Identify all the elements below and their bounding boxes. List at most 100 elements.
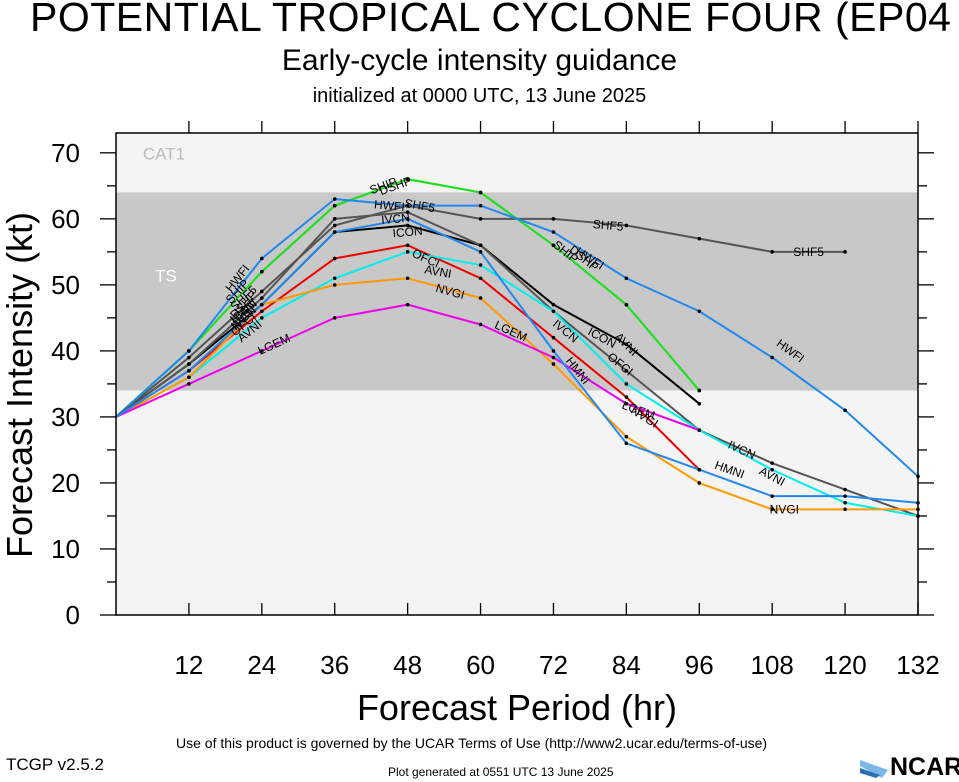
data-point-ivcn <box>260 296 264 300</box>
series-label-nvgi: NVGI <box>770 502 799 516</box>
plot-frame <box>115 132 919 616</box>
data-point-hwfi <box>843 408 847 413</box>
series-line-avni <box>115 250 919 517</box>
data-point-avni <box>405 250 410 254</box>
axes: 12 24 36 48 60 72 84 96 108 120 132 0 10 20 30 40 50 60 70 <box>51 121 940 680</box>
data-point-nvgi <box>697 481 702 485</box>
data-point-ship <box>405 177 410 182</box>
data-point-hmni <box>697 467 702 472</box>
data-point-nvgi <box>405 276 410 281</box>
x-axis-label: Forecast Period (hr) <box>357 687 677 728</box>
x-tick-label: 24 <box>247 650 276 680</box>
data-point-hwfi <box>187 349 191 353</box>
data-point-ivcn <box>770 461 774 465</box>
y-tick-label: 70 <box>51 138 80 168</box>
data-point-avni <box>478 263 483 267</box>
data-point-shf5 <box>478 217 483 221</box>
series-label-avni: AVNI <box>423 262 452 281</box>
data-point-icon <box>405 223 410 228</box>
initialization-time: initialized at 0000 UTC, 13 June 2025 <box>312 85 647 107</box>
data-point-ofci <box>551 335 556 340</box>
data-point-ivcn <box>843 487 847 492</box>
series-label-ivcn: IVCN <box>381 211 411 228</box>
x-tick-label: 108 <box>750 650 793 680</box>
series-labels: SHF5SHF5SHF5SHF5DSHPDSHPDSHPSHIPSHIPSHIP… <box>222 174 824 517</box>
data-point-hwfi <box>770 355 774 360</box>
data-point-hwfi <box>260 256 264 261</box>
data-point-shf5 <box>332 223 337 228</box>
data-point-ship <box>697 388 702 393</box>
chart-subtitle: Early-cycle intensity guidance <box>281 44 678 77</box>
band-label-cat1: CAT1 <box>143 144 185 163</box>
data-point-nvgi <box>551 362 556 366</box>
data-point-ivcn <box>187 362 191 366</box>
data-point-shf5 <box>187 355 191 360</box>
data-point-hmni <box>624 441 629 446</box>
data-point-ofci <box>624 395 629 399</box>
data-point-avni <box>260 316 264 320</box>
data-point-lgem <box>260 349 264 353</box>
data-point-nvgi <box>770 507 774 512</box>
data-point-lgem <box>551 355 556 360</box>
data-point-hmni <box>551 349 556 353</box>
chart-title: POTENTIAL TROPICAL CYCLONE FOUR (EP04 <box>30 0 952 40</box>
data-point-avni <box>551 309 556 314</box>
data-point-avni <box>332 276 337 281</box>
x-tick-label: 36 <box>320 650 349 680</box>
x-tick-label: 120 <box>823 650 866 680</box>
data-point-hmni <box>843 494 847 498</box>
data-point-avni <box>624 382 629 386</box>
data-point-lgem <box>332 316 337 320</box>
x-tick-label: 132 <box>896 650 939 680</box>
series-label-shf5: SHF5 <box>793 245 824 259</box>
data-point-ofci <box>260 309 264 314</box>
data-point-hwfi <box>624 276 629 281</box>
data-point-nvgi <box>187 375 191 380</box>
generated-time-text: Plot generated at 0551 UTC 13 June 2025 <box>388 765 614 779</box>
data-point-hwfi <box>551 230 556 234</box>
x-tick-label: 72 <box>539 650 568 680</box>
data-point-ofci <box>332 256 337 261</box>
data-point-lgem <box>405 302 410 307</box>
data-point-hwfi <box>332 197 337 201</box>
series-label-shf5: SHF5 <box>592 217 624 234</box>
data-point-shf5 <box>624 223 629 228</box>
band-ts <box>116 192 918 391</box>
band-label-ts: TS <box>155 267 177 286</box>
series-points <box>187 177 920 518</box>
x-tick-label: 96 <box>685 650 714 680</box>
data-point-shf5 <box>551 217 556 221</box>
data-point-nvgi <box>332 283 337 287</box>
data-point-ship <box>260 269 264 274</box>
ncar-logo-text: NCAR <box>890 753 959 781</box>
data-point-nvgi <box>843 507 847 512</box>
data-point-avni <box>843 500 847 505</box>
y-tick-label: 10 <box>51 534 80 564</box>
data-point-hwfi <box>405 203 410 208</box>
data-point-ivcn <box>332 217 337 221</box>
data-point-ship <box>551 243 556 248</box>
data-point-shf5 <box>770 250 774 254</box>
ncar-logo-icon <box>860 760 888 778</box>
data-point-nvgi <box>624 434 629 439</box>
series-label-shf5: SHF5 <box>403 196 436 215</box>
data-point-ofci <box>405 243 410 248</box>
data-point-shf5 <box>260 289 264 294</box>
data-point-icon <box>697 401 702 406</box>
data-point-lgem <box>187 382 191 386</box>
data-point-ship <box>478 190 483 195</box>
data-point-hmni <box>405 217 410 221</box>
data-point-icon <box>551 302 556 307</box>
x-tick-label: 60 <box>466 650 495 680</box>
data-point-avni <box>770 467 774 472</box>
series-line-hwfi <box>115 197 919 478</box>
y-tick-label: 60 <box>51 204 80 234</box>
data-point-ofci <box>478 276 483 281</box>
band-labels: CAT1 TS <box>143 144 185 285</box>
data-point-ivcn <box>624 368 629 373</box>
data-point-lgem <box>624 401 629 406</box>
series-line-hmni <box>115 217 919 504</box>
y-tick-label: 50 <box>51 270 80 300</box>
data-point-lgem <box>697 428 702 432</box>
